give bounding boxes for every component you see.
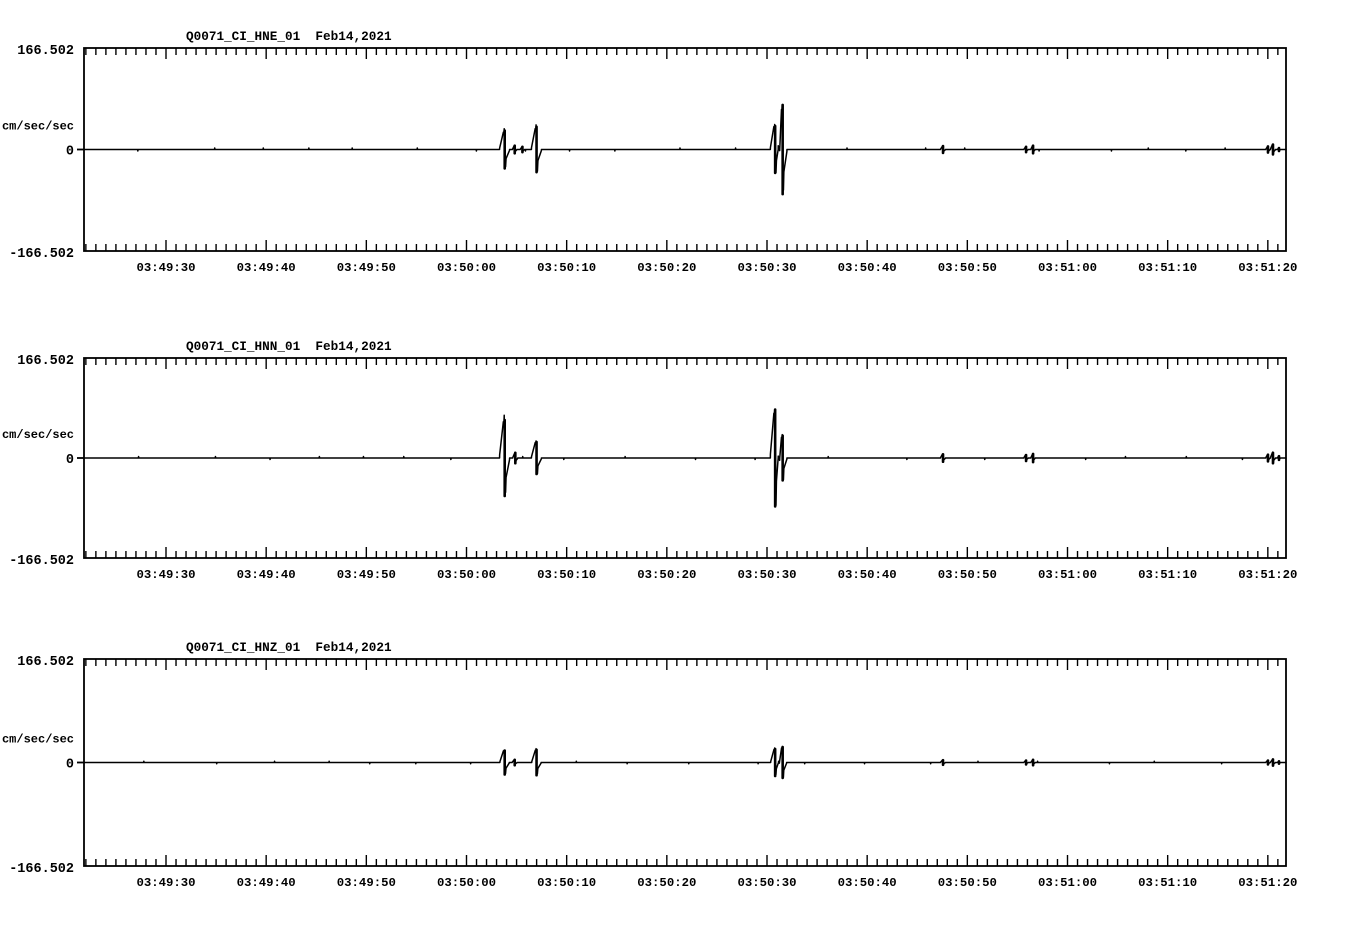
svg-text:03:50:50: 03:50:50 xyxy=(938,568,997,582)
svg-text:Q0071_CI_HNE_01 Feb14,2021: Q0071_CI_HNE_01 Feb14,2021 xyxy=(186,29,392,44)
svg-text:03:50:20: 03:50:20 xyxy=(637,876,696,890)
svg-text:03:50:00: 03:50:00 xyxy=(437,568,496,582)
svg-text:03:50:00: 03:50:00 xyxy=(437,261,496,275)
svg-text:166.502: 166.502 xyxy=(17,44,74,59)
svg-text:cm/sec/sec: cm/sec/sec xyxy=(2,428,74,442)
svg-text:03:51:10: 03:51:10 xyxy=(1138,876,1197,890)
svg-text:-166.502: -166.502 xyxy=(9,862,74,877)
svg-text:03:51:10: 03:51:10 xyxy=(1138,568,1197,582)
svg-text:03:51:00: 03:51:00 xyxy=(1038,876,1097,890)
svg-text:03:50:30: 03:50:30 xyxy=(737,261,796,275)
svg-text:03:50:30: 03:50:30 xyxy=(737,568,796,582)
svg-text:0: 0 xyxy=(66,453,74,468)
svg-text:03:51:10: 03:51:10 xyxy=(1138,261,1197,275)
svg-text:03:51:20: 03:51:20 xyxy=(1238,876,1297,890)
svg-text:03:50:40: 03:50:40 xyxy=(838,261,897,275)
svg-text:cm/sec/sec: cm/sec/sec xyxy=(2,120,74,134)
svg-text:03:49:40: 03:49:40 xyxy=(237,261,296,275)
svg-text:03:49:40: 03:49:40 xyxy=(237,876,296,890)
svg-text:-166.502: -166.502 xyxy=(9,247,74,262)
svg-text:03:50:50: 03:50:50 xyxy=(938,876,997,890)
svg-text:03:49:30: 03:49:30 xyxy=(136,261,195,275)
svg-text:03:50:10: 03:50:10 xyxy=(537,876,596,890)
svg-text:166.502: 166.502 xyxy=(17,655,74,670)
svg-text:03:50:10: 03:50:10 xyxy=(537,568,596,582)
svg-text:03:49:50: 03:49:50 xyxy=(337,568,396,582)
svg-text:03:50:20: 03:50:20 xyxy=(637,568,696,582)
svg-text:03:50:40: 03:50:40 xyxy=(838,876,897,890)
svg-text:03:50:10: 03:50:10 xyxy=(537,261,596,275)
svg-text:03:51:20: 03:51:20 xyxy=(1238,568,1297,582)
svg-text:0: 0 xyxy=(66,145,74,160)
svg-text:03:50:50: 03:50:50 xyxy=(938,261,997,275)
svg-text:03:50:00: 03:50:00 xyxy=(437,876,496,890)
svg-text:03:51:20: 03:51:20 xyxy=(1238,261,1297,275)
svg-text:03:49:50: 03:49:50 xyxy=(337,261,396,275)
svg-text:0: 0 xyxy=(66,758,74,773)
svg-text:Q0071_CI_HNN_01 Feb14,2021: Q0071_CI_HNN_01 Feb14,2021 xyxy=(186,339,392,354)
svg-text:03:49:40: 03:49:40 xyxy=(237,568,296,582)
svg-text:03:49:30: 03:49:30 xyxy=(136,568,195,582)
svg-text:166.502: 166.502 xyxy=(17,354,74,369)
svg-text:03:50:20: 03:50:20 xyxy=(637,261,696,275)
svg-text:03:51:00: 03:51:00 xyxy=(1038,261,1097,275)
svg-text:03:51:00: 03:51:00 xyxy=(1038,568,1097,582)
svg-text:03:49:50: 03:49:50 xyxy=(337,876,396,890)
svg-text:cm/sec/sec: cm/sec/sec xyxy=(2,733,74,747)
svg-text:03:49:30: 03:49:30 xyxy=(136,876,195,890)
svg-text:03:50:30: 03:50:30 xyxy=(737,876,796,890)
svg-text:03:50:40: 03:50:40 xyxy=(838,568,897,582)
svg-text:-166.502: -166.502 xyxy=(9,554,74,569)
svg-text:Q0071_CI_HNZ_01 Feb14,2021: Q0071_CI_HNZ_01 Feb14,2021 xyxy=(186,640,392,655)
